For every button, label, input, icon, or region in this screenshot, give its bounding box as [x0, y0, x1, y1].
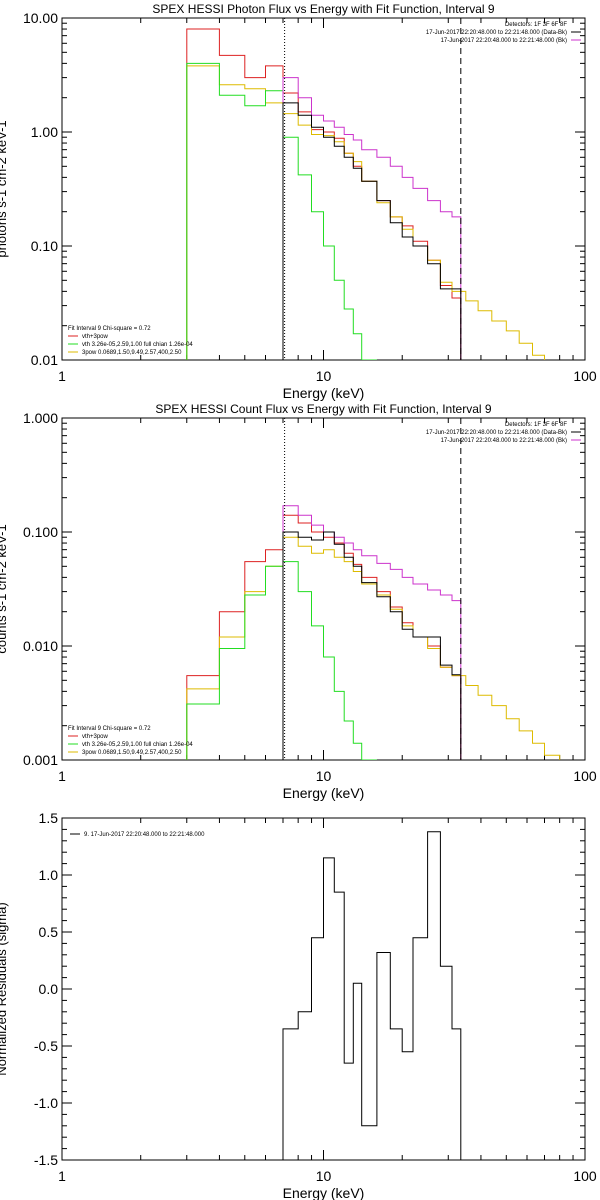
legend-entry: Fit Interval 9 Chi-square = 0.72	[68, 726, 151, 732]
x-axis-label: Energy (keV)	[283, 385, 365, 401]
y-tick-label: 0.100	[23, 524, 58, 540]
series-group	[186, 28, 545, 360]
y-tick-label: 10.00	[23, 10, 58, 26]
x-axis-label: Energy (keV)	[283, 1185, 365, 1200]
series-4-step-line	[282, 531, 462, 760]
series-group	[282, 831, 462, 1160]
legend-entry: vth+3pow	[82, 734, 109, 740]
legend-entry: 3pow 0.0689,1.50,9.49,2.57,400,2.50	[82, 750, 182, 756]
series-4-step-line	[282, 77, 462, 360]
y-tick-label: 0.5	[39, 924, 59, 940]
legend-entry: vth 3.26e-05,2.59,1.00 full chian 1.26e-…	[82, 342, 193, 348]
legend-bottom-left: Fit Interval 9 Chi-square = 0.72 vth+3pow…	[68, 726, 193, 756]
chart-title: SPEX HESSI Count Flux vs Energy with Fit…	[155, 402, 491, 416]
series-3-step-line	[186, 62, 377, 360]
y-tick-label: 0.010	[23, 638, 58, 654]
legend-entry: Fit Interval 9 Chi-square = 0.72	[68, 326, 151, 332]
y-tick-label: -1.0	[34, 1095, 58, 1111]
legend-entry: 9. 17-Jun-2017 22:20:48.000 to 22:21:48.…	[84, 832, 205, 838]
legend-entry: Detectors: 1F 3F 6F 8F	[505, 422, 567, 428]
chart-title: SPEX HESSI Photon Flux vs Energy with Fi…	[152, 2, 494, 16]
y-tick-label: 0.10	[31, 238, 58, 254]
series-group	[186, 505, 561, 760]
legend-entry: vth 3.26e-05,2.59,1.00 full chian 1.26e-…	[82, 742, 193, 748]
y-axis-label: photons s-1 cm-2 keV-1	[0, 120, 9, 257]
y-tick-label: 1.00	[31, 124, 58, 140]
x-tick-label: 1	[58, 1168, 66, 1184]
legend-entry: 17-Jun-2017 22:20:48.000 to 22:21:48.000…	[441, 438, 567, 444]
y-axis-label: Normalized Residuals (sigma)	[0, 902, 9, 1075]
x-tick-label: 10	[316, 1168, 332, 1184]
series-1-step-line	[282, 92, 462, 360]
y-tick-label: -0.5	[34, 1038, 58, 1054]
series-5-step-line	[282, 102, 462, 360]
series-0-step-line	[282, 831, 462, 1160]
legend-top-left: 9. 17-Jun-2017 22:20:48.000 to 22:21:48.…	[70, 832, 205, 838]
y-tick-label: 0.001	[23, 752, 58, 768]
legend-bottom-left: Fit Interval 9 Chi-square = 0.72 vth+3pow…	[68, 326, 193, 356]
y-tick-label: 1.5	[39, 810, 59, 826]
x-tick-label: 1	[58, 368, 66, 384]
plot-frame	[61, 17, 586, 361]
x-tick-label: 1	[58, 768, 66, 784]
x-tick-label: 10	[316, 768, 332, 784]
x-tick-label: 100	[573, 768, 597, 784]
legend-entry: 17-Jun-2017 22:20:48.000 to 22:21:48.000…	[426, 30, 567, 36]
y-tick-label: 0.0	[39, 981, 59, 997]
legend-entry: 3pow 0.0689,1.50,9.49,2.57,400,2.50	[82, 350, 182, 356]
legend-entry: Detectors: 1F 3F 6F 8F	[505, 22, 567, 28]
y-tick-label: -1.5	[34, 1152, 58, 1168]
x-axis-label: Energy (keV)	[283, 785, 365, 801]
legend-entry: vth+3pow	[82, 334, 109, 340]
series-0-step-line	[186, 28, 284, 360]
series-2-step-line	[186, 65, 545, 360]
y-tick-label: 1.0	[39, 867, 59, 883]
x-tick-label: 10	[316, 368, 332, 384]
legend-top-right: Detectors: 1F 3F 6F 8F 17-Jun-2017 22:20:…	[426, 422, 581, 444]
series-2-step-line	[186, 561, 377, 760]
legend-top-right: Detectors: 1F 3F 6F 8F 17-Jun-2017 22:20:…	[426, 22, 581, 44]
x-tick-label: 100	[573, 368, 597, 384]
legend-entry: 17-Jun-2017 22:20:48.000 to 22:21:48.000…	[426, 430, 567, 436]
legend-entry: 17-Jun-2017 22:20:48.000 to 22:21:48.000…	[441, 38, 567, 44]
y-axis-label: counts s-1 cm-2 keV-1	[0, 524, 9, 653]
photon-flux-panel: SPEX HESSI Photon Flux vs Energy with Fi…	[0, 2, 597, 401]
series-3-step-line	[282, 505, 462, 760]
x-tick-label: 100	[573, 1168, 597, 1184]
residuals-panel: 1 10 100 Energy (keV) -1.5 -1.0 -0.5 0.0 0.5 1.0 1…	[0, 810, 597, 1200]
y-tick-label: 1.000	[23, 410, 58, 426]
y-tick-label: 0.01	[31, 352, 58, 368]
count-flux-panel: SPEX HESSI Count Flux vs Energy with Fit…	[0, 402, 597, 801]
